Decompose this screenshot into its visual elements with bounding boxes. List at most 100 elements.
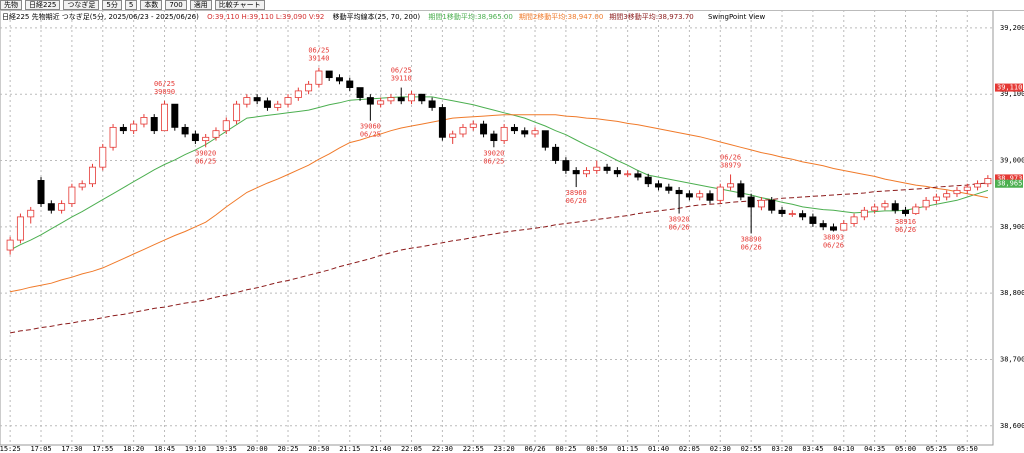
swing-label: 39020	[195, 149, 216, 157]
x-tick-label: 20:50	[308, 445, 329, 453]
candle-body	[552, 146, 560, 161]
x-tick-label: 15:25	[0, 445, 21, 453]
x-tick-label: 22:05	[401, 445, 422, 453]
candle-body	[78, 183, 86, 188]
candle-body	[696, 193, 704, 198]
candle-body	[963, 186, 971, 191]
candle-body	[500, 126, 508, 142]
candle-body	[469, 123, 477, 128]
y-tick-label: 39,000	[1000, 157, 1024, 165]
candle-body	[747, 196, 755, 208]
candle-body	[593, 166, 601, 171]
candle-body	[449, 133, 457, 138]
toolbar-button[interactable]: つなぎ足	[63, 0, 100, 10]
y-tick-label: 38,900	[1000, 223, 1024, 231]
candle-body	[99, 146, 107, 168]
x-tick-label: 22:55	[463, 445, 484, 453]
candle-body	[263, 100, 271, 108]
x-tick-label: 02:30	[710, 445, 731, 453]
candle-body	[819, 223, 827, 228]
candle-body	[860, 209, 868, 218]
candle-body	[912, 206, 920, 214]
candle-body	[418, 93, 426, 102]
legend-name: 期間1	[428, 13, 447, 21]
candle-body	[181, 126, 189, 135]
candle-body	[716, 186, 724, 201]
ohlc: O:39,110 H:39,110 L:39,090 V:92	[207, 13, 325, 21]
candle-body	[624, 173, 632, 176]
x-tick-label: 03:20	[771, 445, 792, 453]
swing-label: 38916	[895, 218, 916, 226]
legend-caption: 移動平均:38,973.70	[627, 13, 694, 21]
ma-settings: 移動平均線本(25, 70, 200)	[332, 13, 421, 21]
candle-body	[459, 126, 467, 135]
candle-body	[346, 80, 354, 88]
candle-body	[737, 183, 745, 198]
x-tick-label: 02:55	[741, 445, 762, 453]
candle-body	[58, 203, 66, 211]
chart-title: 日経225 先物期近 つなぎ足(5分, 2025/06/23 - 2025/06…	[2, 13, 199, 21]
candle-body	[387, 97, 395, 102]
toolbar-button[interactable]: 日経225	[25, 0, 61, 10]
legend-caption: 移動平均:38,947.00	[537, 13, 604, 21]
swing-label: 06/26	[566, 197, 587, 205]
candle-body	[315, 70, 323, 85]
y-tick-label: 39,100	[1000, 90, 1024, 98]
x-tick-label: 17:30	[61, 445, 82, 453]
x-tick-label: 17:05	[30, 445, 51, 453]
candle-body	[727, 183, 735, 188]
candle-body	[613, 170, 621, 175]
candle-body	[253, 97, 261, 102]
price-marker-label: 39,110	[997, 84, 1022, 92]
ma-line	[10, 182, 988, 334]
candle-body	[850, 216, 858, 224]
candle-body	[902, 209, 910, 214]
candle-body	[829, 226, 837, 231]
candle-body	[871, 206, 879, 211]
legend-name: 期間3	[609, 13, 628, 21]
price-marker	[995, 174, 1023, 183]
swing-label: 38960	[566, 189, 587, 197]
candle-body	[202, 136, 210, 142]
x-tick-label: 01:40	[648, 445, 669, 453]
candle-body	[932, 196, 940, 201]
toolbar-button[interactable]: 5	[124, 0, 138, 10]
x-tick-label: 02:05	[679, 445, 700, 453]
candle-body	[490, 133, 498, 142]
swing-label: 39020	[483, 149, 504, 157]
candle-body	[809, 216, 817, 224]
candle-body	[140, 117, 148, 125]
candle-body	[778, 209, 786, 214]
candle-body	[305, 83, 313, 92]
candle-body	[757, 199, 765, 208]
x-tick-label: 21:15	[339, 445, 360, 453]
candle-body	[634, 173, 642, 178]
candle-body	[582, 170, 590, 175]
candle-body	[109, 126, 117, 148]
chart-info: 日経225 先物期近 つなぎ足(5分, 2025/06/23 - 2025/06…	[2, 12, 771, 22]
candle-body	[438, 107, 446, 138]
x-tick-label: 00:25	[555, 445, 576, 453]
swing-label: 39110	[391, 75, 412, 83]
x-tick-label: 18:45	[154, 445, 175, 453]
toolbar-button[interactable]: 本数	[140, 0, 163, 10]
candle-body	[233, 103, 241, 122]
candle-body	[768, 199, 776, 211]
candle-body	[68, 186, 76, 205]
toolbar-button[interactable]: 適用	[189, 0, 212, 10]
candle-body	[377, 100, 385, 105]
toolbar-button[interactable]: 先物	[0, 0, 22, 10]
candle-body	[171, 103, 179, 128]
candle-body	[644, 176, 652, 185]
toolbar-button[interactable]: 比較チャート	[214, 0, 265, 10]
view-label: SwingPoint View	[707, 13, 766, 21]
candle-body	[655, 183, 663, 188]
candle-body	[27, 209, 35, 218]
toolbar-button[interactable]: 5分	[102, 0, 122, 10]
candle-body	[366, 97, 374, 105]
price-marker	[995, 179, 1023, 188]
candle-body	[541, 130, 549, 148]
swing-label: 38890	[741, 235, 762, 243]
candle-body	[47, 203, 55, 211]
toolbar-button[interactable]: 700	[165, 0, 187, 10]
